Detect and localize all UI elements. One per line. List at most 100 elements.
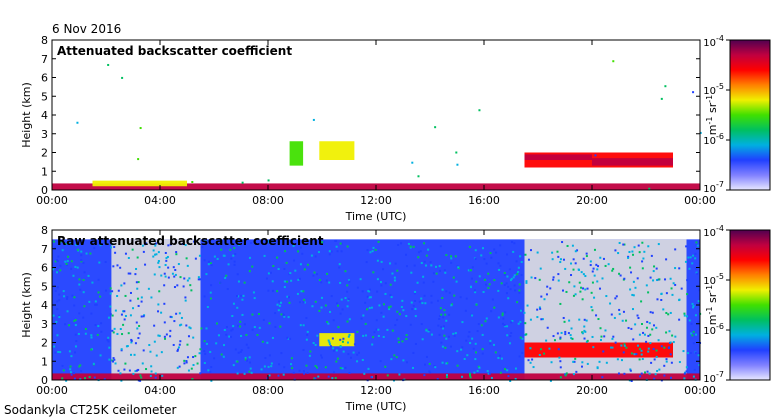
heatmap-speck <box>173 286 176 289</box>
heatmap-speck <box>613 316 616 319</box>
heatmap-speck <box>236 372 239 375</box>
heatmap-speck <box>137 368 140 371</box>
heatmap-speck <box>346 245 349 248</box>
heatmap-speck <box>70 373 73 376</box>
x-tick-label: 12:00 <box>360 194 392 207</box>
heatmap-speck <box>140 296 143 299</box>
heatmap-speck <box>107 63 110 66</box>
heatmap-speck <box>276 256 279 259</box>
heatmap-speck <box>445 290 448 293</box>
y-tick-label: 6 <box>41 262 48 275</box>
heatmap-speck <box>559 302 562 305</box>
heatmap-speck <box>488 372 491 375</box>
heatmap-speck <box>590 291 593 294</box>
heatmap-speck <box>271 280 274 283</box>
heatmap-speck <box>503 272 506 275</box>
heatmap-speck <box>469 269 472 272</box>
y-tick-label: 5 <box>41 280 48 293</box>
heatmap-speck <box>326 272 329 275</box>
heatmap-speck <box>80 254 83 257</box>
heatmap-speck <box>653 377 656 380</box>
heatmap-speck <box>84 332 87 335</box>
heatmap-speck <box>607 263 610 266</box>
heatmap-speck <box>143 314 146 317</box>
heatmap-speck <box>572 294 575 297</box>
heatmap-speck <box>237 295 240 298</box>
heatmap-speck <box>258 326 261 329</box>
heatmap-speck <box>556 250 559 253</box>
heatmap-speck <box>428 362 431 365</box>
heatmap-speck <box>298 369 301 372</box>
heatmap-speck <box>129 272 132 275</box>
heatmap-speck <box>536 308 539 311</box>
heatmap-speck <box>111 314 114 317</box>
heatmap-speck <box>226 288 229 291</box>
heatmap-speck <box>508 342 511 345</box>
heatmap-speck <box>135 321 138 324</box>
heatmap-speck <box>685 366 688 369</box>
heatmap-speck <box>576 249 579 252</box>
heatmap-speck <box>97 278 100 281</box>
heatmap-speck <box>150 370 153 373</box>
colorbar <box>729 39 771 191</box>
y-tick-label: 6 <box>41 72 48 85</box>
heatmap-speck <box>649 276 652 279</box>
heatmap-speck <box>497 289 500 292</box>
heatmap-speck <box>582 257 585 260</box>
heatmap-speck <box>647 350 650 353</box>
x-tick-label: 16:00 <box>468 384 500 397</box>
heatmap-speck <box>164 275 167 278</box>
heatmap-speck <box>394 262 397 265</box>
heatmap-speck <box>367 290 370 293</box>
heatmap-speck <box>412 245 415 248</box>
heatmap-speck <box>389 305 392 308</box>
heatmap-speck <box>460 348 463 351</box>
heatmap-speck <box>93 376 96 379</box>
heatmap-speck <box>290 363 293 366</box>
y-tick-label: 8 <box>41 34 48 47</box>
heatmap-speck <box>68 350 71 353</box>
heatmap-speck <box>56 300 59 303</box>
heatmap-speck <box>56 308 59 311</box>
heatmap-speck <box>689 256 692 259</box>
heatmap-speck <box>237 351 240 354</box>
heatmap-speck <box>166 255 169 258</box>
heatmap-speck <box>220 248 223 251</box>
heatmap-speck <box>70 355 73 358</box>
heatmap-speck <box>68 324 71 327</box>
heatmap-speck <box>656 369 659 372</box>
heatmap-speck <box>424 302 427 305</box>
heatmap-speck <box>256 333 259 336</box>
heatmap-speck <box>549 379 552 382</box>
heatmap-speck <box>629 266 632 269</box>
heatmap-speck <box>548 347 551 350</box>
heatmap-speck <box>201 246 204 249</box>
heatmap-speck <box>427 330 430 333</box>
heatmap-speck <box>344 366 347 369</box>
heatmap-speck <box>417 175 420 178</box>
heatmap-feature-low-cloud <box>524 342 673 358</box>
heatmap-speck <box>78 278 81 281</box>
heatmap-speck <box>177 348 180 351</box>
heatmap-speck <box>112 331 115 334</box>
heatmap-speck <box>173 320 176 323</box>
heatmap-speck <box>395 356 398 359</box>
heatmap-speck <box>154 372 157 375</box>
x-tick-label: 00:00 <box>36 194 68 207</box>
heatmap-speck <box>545 293 548 296</box>
heatmap-speck <box>187 369 190 372</box>
heatmap-speck <box>57 255 60 258</box>
heatmap-speck <box>507 375 510 378</box>
heatmap-speck <box>694 257 697 260</box>
heatmap-speck <box>163 302 166 305</box>
panel-1: Attenuated backscatter coefficient 0 1 2 3 4 5… <box>20 34 771 223</box>
heatmap-speck <box>611 337 614 340</box>
heatmap-speck <box>459 296 462 299</box>
heatmap-speck <box>413 292 416 295</box>
y-tick-label: 5 <box>41 90 48 103</box>
heatmap-speck <box>251 328 254 331</box>
heatmap-speck <box>84 377 87 380</box>
heatmap-speck <box>158 266 161 269</box>
heatmap-speck <box>487 286 490 289</box>
heatmap-speck <box>695 241 698 244</box>
